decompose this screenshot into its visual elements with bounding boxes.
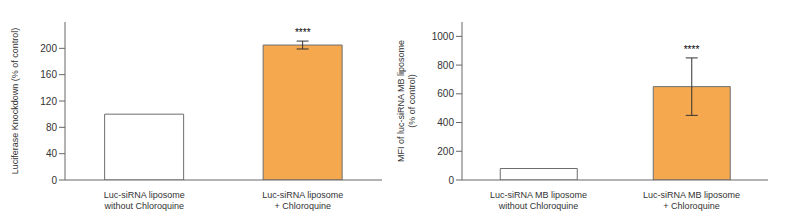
svg-text:0: 0 xyxy=(448,175,454,186)
svg-text:Luc-siRNA liposome+ Chloroquin: Luc-siRNA liposome+ Chloroquine xyxy=(262,190,343,211)
svg-text:160: 160 xyxy=(40,69,57,80)
svg-text:Luciferase Knockdown (% of con: Luciferase Knockdown (% of control) xyxy=(10,28,20,175)
svg-text:200: 200 xyxy=(40,43,57,54)
svg-text:1000: 1000 xyxy=(432,31,455,42)
svg-text:Luc-siRNA MB liposomewithout C: Luc-siRNA MB liposomewithout Chloroquine xyxy=(490,190,587,211)
svg-text:Luc-siRNA liposomewithout Chlo: Luc-siRNA liposomewithout Chloroquine xyxy=(103,190,184,211)
svg-text:40: 40 xyxy=(46,148,58,159)
svg-text:120: 120 xyxy=(40,96,57,107)
svg-text:0: 0 xyxy=(51,175,57,186)
svg-text:200: 200 xyxy=(437,146,454,157)
svg-text:400: 400 xyxy=(437,117,454,128)
svg-text:Luc-siRNA MB liposome+ Chloroq: Luc-siRNA MB liposome+ Chloroquine xyxy=(643,190,740,211)
svg-text:80: 80 xyxy=(46,122,58,133)
svg-text:****: **** xyxy=(684,44,700,55)
svg-text:MFI of luc-siRNA MB liposome(%: MFI of luc-siRNA MB liposome(% of contro… xyxy=(396,40,417,162)
svg-text:****: **** xyxy=(295,27,311,38)
svg-text:800: 800 xyxy=(437,60,454,71)
svg-text:600: 600 xyxy=(437,88,454,99)
